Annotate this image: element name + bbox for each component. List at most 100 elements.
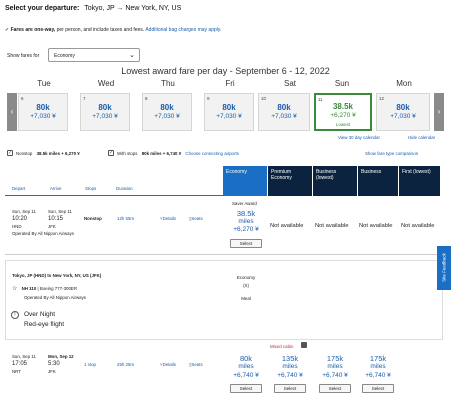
flight-number: NH 110 [21, 286, 37, 291]
nonstop-checkbox[interactable]: ✓ [7, 150, 13, 156]
hide-calendar-link[interactable]: Hide calendar [408, 135, 436, 140]
view-30-day-link[interactable]: View 30 day calendar [338, 135, 380, 140]
notice-bold: Fares are one-way, [10, 27, 56, 33]
with-stops-checkbox[interactable]: ✓ [108, 150, 114, 156]
star-icon: ☆ [12, 286, 18, 292]
column-business[interactable]: Business [358, 166, 398, 196]
not-available-premium: Not available [270, 223, 304, 229]
day-amount: 80k [160, 103, 174, 112]
day-label: Sun [334, 79, 350, 88]
calendar-day-cell[interactable]: 6 80k +7,030 ¥ [18, 93, 68, 131]
fare-miles: miles [238, 218, 254, 225]
stops-link[interactable]: 1 stop [84, 362, 96, 367]
sort-stops[interactable]: Stops [85, 186, 97, 191]
day-number: 8 [145, 96, 148, 101]
connecting-airports-link[interactable]: Choose connecting airports [185, 151, 239, 156]
site-feedback-tab[interactable]: Site Feedback [437, 246, 451, 290]
select-button[interactable]: Select [230, 384, 262, 393]
show-fares-label: Show fares for [7, 53, 40, 59]
with-stops-value: 80k miles + 6,740 ¥ [141, 151, 182, 156]
day-tax: +7,030 ¥ [271, 113, 297, 120]
chevron-down-icon: ˅ [160, 216, 163, 221]
sort-depart[interactable]: Depart [12, 186, 26, 191]
bag-charges-link[interactable]: Additional bag charges may apply. [145, 27, 222, 33]
chevron-down-icon: ˅ [160, 362, 163, 367]
fare-amount: 135k [281, 354, 299, 363]
calendar-day-cell-selected[interactable]: 11 38.5k +6,270 ¥ Lowest [314, 93, 372, 131]
sort-arrive[interactable]: Arrive [50, 186, 62, 191]
cabin-code: (X) [243, 283, 249, 288]
fare-tax: +6,740 ¥ [233, 372, 259, 379]
site-feedback-label: Site Feedback [441, 253, 447, 282]
day-number: 6 [21, 96, 24, 101]
cabin-select[interactable]: Economy ⌄ [48, 48, 140, 62]
day-tax: +7,030 ¥ [390, 113, 416, 120]
fare-amount: 175k [369, 354, 387, 363]
seat-icon: ▯ [189, 216, 192, 221]
calendar-title: Lowest award fare per day - September 6 … [121, 66, 330, 76]
nonstop-value: 38.5k miles + 6,270 ¥ [36, 151, 80, 156]
cabin-select-value: Economy [54, 53, 75, 59]
duration-link[interactable]: 25h 25m [117, 362, 135, 367]
day-amount: 80k [396, 103, 410, 112]
day-amount: 80k [98, 103, 112, 112]
day-amount: 80k [36, 103, 50, 112]
calendar-next-button[interactable]: › [434, 93, 444, 131]
arrive-airport: JFK [48, 224, 56, 229]
details-toggle[interactable]: ˅Details [160, 362, 176, 367]
calendar-day-cell[interactable]: 7 80k +7,030 ¥ [80, 93, 130, 131]
select-button[interactable]: Select [319, 384, 351, 393]
day-tax: +7,030 ¥ [216, 113, 242, 120]
fare-notice: ✔ Fares are one-way, per person, and inc… [5, 27, 221, 33]
calendar-prev-button[interactable]: ‹ [7, 93, 17, 131]
day-amount: 38.5k [332, 102, 354, 111]
column-business-lowest[interactable]: Business (lowest) [313, 166, 357, 196]
depart-date: Sun, Sep 11 [12, 354, 36, 359]
column-premium-economy[interactable]: Premium Economy [268, 166, 312, 196]
operated-by: Operated By All Nippon Airways [12, 231, 74, 236]
seats-link[interactable]: ▯Seats [189, 362, 203, 368]
page-title: Select your departure: Tokyo, JP → New Y… [5, 5, 181, 12]
chevron-right-icon: › [437, 107, 441, 116]
redeye-label: Red-eye flight [24, 321, 65, 328]
day-label: Wed [97, 79, 115, 88]
row-divider [5, 254, 443, 255]
fare-miles: miles [238, 363, 254, 370]
header-divider [5, 195, 223, 196]
sort-duration[interactable]: Duration [116, 186, 133, 191]
day-label: Tue [37, 79, 51, 88]
chevron-left-icon: ‹ [10, 107, 14, 116]
saver-award-label: Saver Award [232, 201, 257, 206]
arrive-date: Sun, Sep 11 [48, 209, 72, 214]
flight-info: ☆ NH 110 | Boeing 777-300ER [12, 286, 77, 292]
calendar-day-cell[interactable]: 10 80k +7,030 ¥ [258, 93, 310, 131]
column-economy[interactable]: Economy [223, 166, 267, 196]
calendar-day-cell[interactable]: 9 80k +7,030 ¥ [204, 93, 254, 131]
mixed-cabin-icon [301, 342, 307, 348]
aircraft-type: Boeing 777-300ER [39, 286, 77, 291]
fare-comparison-link[interactable]: Show fare type comparison [365, 151, 419, 156]
column-first-lowest[interactable]: First (lowest) [399, 166, 440, 196]
nonstop-filter: Nonstop 38.5k miles + 6,270 ¥ [16, 151, 80, 156]
details-label: Details [162, 216, 176, 221]
details-operated-by: Operated By All Nippon Airways [24, 295, 86, 300]
stops-value: Nonstop [84, 216, 102, 221]
calendar-day-cell[interactable]: 12 80k +7,030 ¥ [376, 93, 430, 131]
not-available-business: Not available [359, 223, 393, 229]
duration-link[interactable]: 12h 55m [117, 216, 135, 221]
seats-link[interactable]: ▯Seats [189, 216, 203, 222]
fare-amount: 38.5k [236, 209, 256, 218]
select-button[interactable]: Select [362, 384, 394, 393]
select-button[interactable]: Select [274, 384, 306, 393]
depart-airport: NRT [12, 369, 21, 374]
details-toggle[interactable]: ˅Details [160, 216, 176, 221]
fare-amount: 80k [239, 354, 253, 363]
select-button[interactable]: Select [230, 239, 262, 248]
day-number: 9 [207, 96, 210, 101]
calendar-day-cell[interactable]: 8 80k +7,030 ¥ [142, 93, 192, 131]
with-stops-filter: With stops 80k miles + 6,740 ¥ Choose co… [117, 151, 239, 156]
meal-label: Meal [241, 296, 251, 301]
fare-tax: +6,740 ¥ [277, 372, 303, 379]
day-label: Mon [396, 79, 412, 88]
seats-label: Seats [191, 216, 203, 221]
